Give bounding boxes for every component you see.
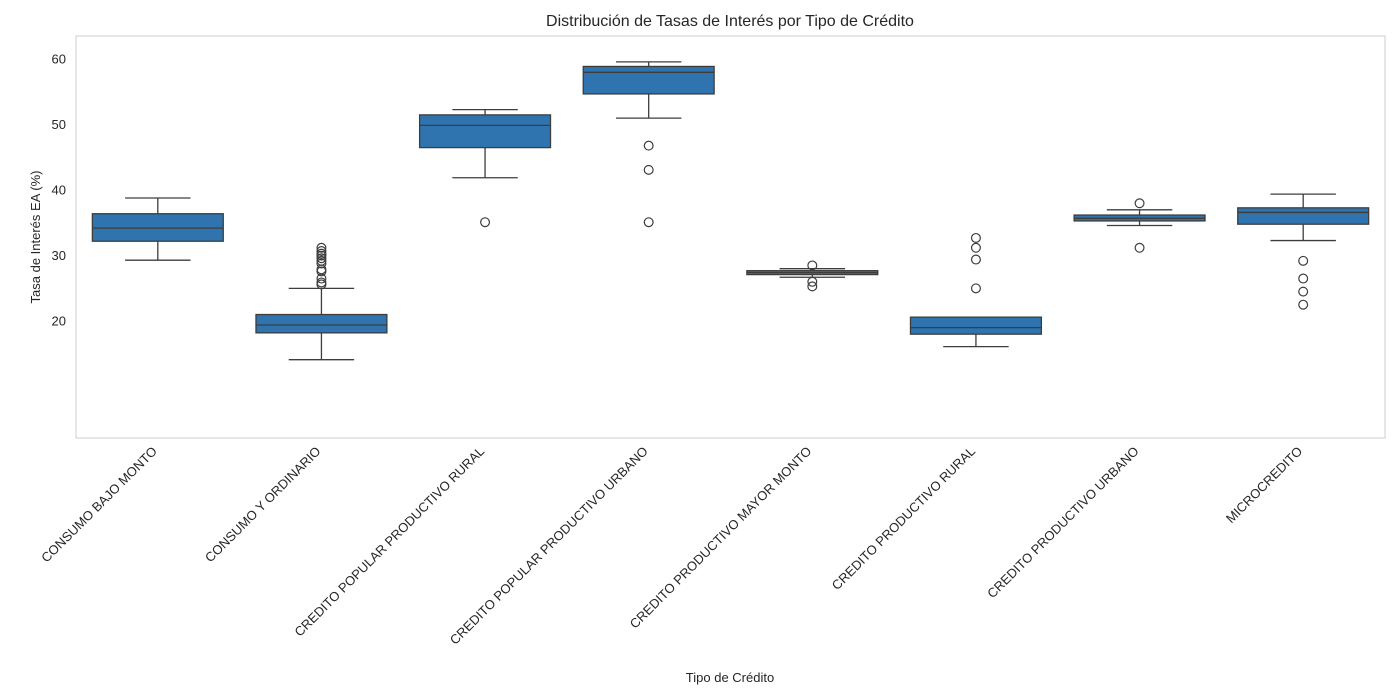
chart-title: Distribución de Tasas de Interés por Tip… <box>546 13 914 30</box>
outlier-point <box>970 283 981 294</box>
y-tick-label: 60 <box>52 52 66 67</box>
outlier-point <box>316 242 327 253</box>
x-tick-label: MICROCREDITO <box>1223 444 1305 526</box>
x-tick-label: CREDITO PRODUCTIVO RURAL <box>829 444 978 593</box>
outlier-point <box>316 253 327 264</box>
outlier-point <box>807 276 818 287</box>
outlier-point <box>316 255 327 266</box>
outlier-point <box>316 277 327 288</box>
outlier-point <box>480 217 491 228</box>
x-tick-label: CREDITO PRODUCTIVO MAYOR MONTO <box>627 444 815 632</box>
iqr-box <box>418 114 552 149</box>
outlier-point <box>316 246 327 257</box>
x-tick-label: CREDITO POPULAR PRODUCTIVO RURAL <box>291 444 487 640</box>
outlier-point <box>316 248 327 259</box>
outlier-point <box>970 232 981 243</box>
x-axis: CONSUMO BAJO MONTO CONSUMO Y ORDINARIOCRE… <box>38 444 1305 648</box>
x-axis-label: Tipo de Crédito <box>686 670 774 685</box>
y-tick-label: 50 <box>52 117 66 132</box>
outlier-point <box>1134 242 1145 253</box>
y-tick-label: 30 <box>52 248 66 263</box>
y-tick-label: 40 <box>52 183 66 198</box>
outlier-point <box>807 281 818 292</box>
iqr-box <box>582 65 715 95</box>
x-tick-label: CREDITO POPULAR PRODUCTIVO URBANO <box>447 444 651 648</box>
box-group <box>91 197 224 261</box>
outlier-point <box>1298 286 1309 297</box>
plot-area-frame <box>75 35 1386 439</box>
outlier-point <box>970 254 981 265</box>
iqr-box <box>909 316 1043 335</box>
boxes-layer <box>91 61 1370 361</box>
box-group <box>746 260 879 292</box>
outlier-point <box>643 140 654 151</box>
box-group <box>1237 193 1370 310</box>
box-group <box>1073 198 1206 253</box>
iqr-box <box>91 213 224 242</box>
outlier-point <box>1134 198 1145 209</box>
y-axis: 20 30 40 50 60 <box>52 52 66 329</box>
iqr-box <box>255 313 388 334</box>
outlier-point <box>1298 255 1309 266</box>
outlier-point <box>1298 273 1309 284</box>
box-group <box>582 61 715 228</box>
y-tick-label: 20 <box>52 314 66 329</box>
outlier-point <box>1298 299 1309 310</box>
outlier-point <box>316 258 327 269</box>
iqr-box <box>1237 207 1370 225</box>
outlier-point <box>643 217 654 228</box>
outlier-point <box>643 164 654 175</box>
outlier-point <box>970 242 981 253</box>
x-tick-label: CREDITO PRODUCTIVO URBANO <box>984 444 1142 602</box>
outlier-point <box>807 260 818 271</box>
box-group <box>418 108 552 228</box>
box-group <box>255 242 388 361</box>
x-tick-label: CONSUMO BAJO MONTO <box>38 444 160 566</box>
x-tick-label: CONSUMO Y ORDINARIO <box>202 444 324 566</box>
box-group <box>909 232 1043 348</box>
y-axis-label: Tasa de Interés EA (%) <box>28 171 43 304</box>
